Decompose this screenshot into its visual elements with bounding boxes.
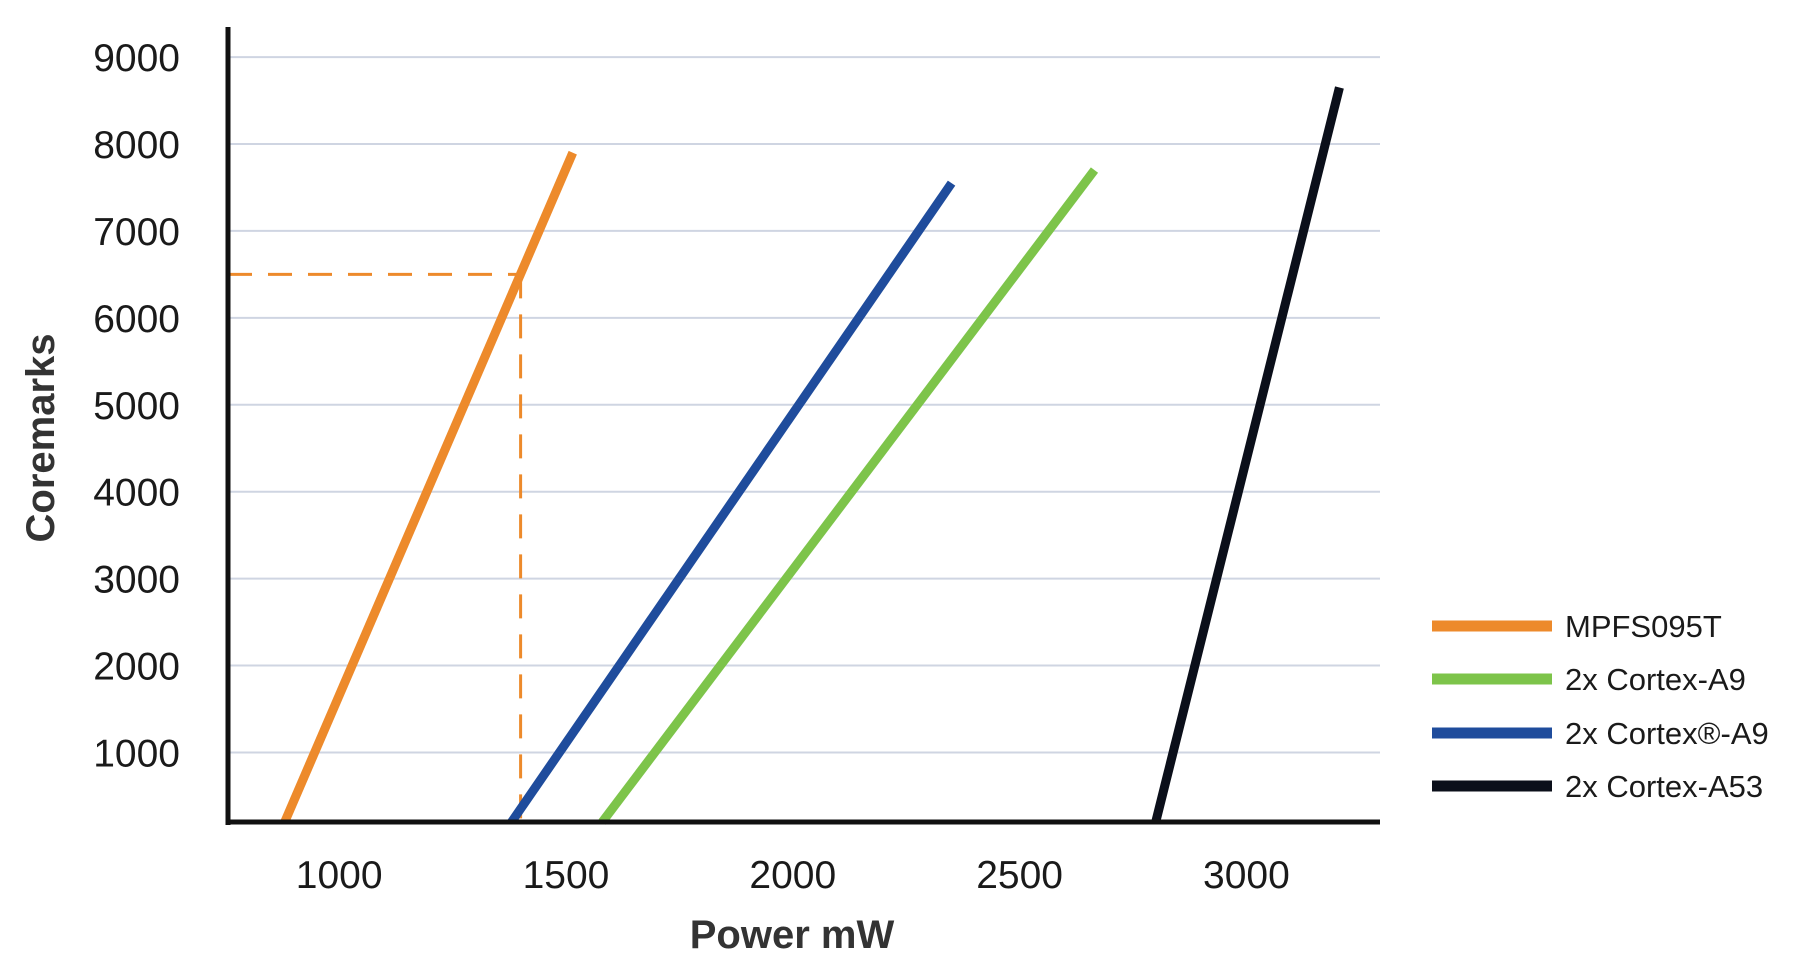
x-tick-label: 1500 xyxy=(523,854,610,897)
legend: MPFS095T 2x Cortex-A9 2x Cortex®-A9 2x Cort… xyxy=(1432,609,1769,804)
series-line xyxy=(507,180,956,825)
x-tick-label: 2500 xyxy=(976,854,1063,897)
y-axis-title: Coremarks xyxy=(19,333,63,542)
x-tick-label: 1000 xyxy=(296,854,383,897)
series-line xyxy=(280,150,577,824)
y-tick-label: 5000 xyxy=(93,385,180,428)
axes xyxy=(225,27,1380,825)
y-tick-label: 4000 xyxy=(93,472,180,515)
y-tick-label: 1000 xyxy=(93,732,180,775)
x-tick-label: 2000 xyxy=(749,854,836,897)
legend-label: 2x Cortex®-A9 xyxy=(1565,716,1769,751)
series-line xyxy=(1151,86,1344,824)
y-tick-label: 7000 xyxy=(93,211,180,254)
legend-label: 2x Cortex-A9 xyxy=(1565,662,1746,697)
y-tick-label: 9000 xyxy=(93,37,180,80)
series-line xyxy=(598,167,1099,825)
y-tick-label: 3000 xyxy=(93,559,180,602)
y-tick-label: 6000 xyxy=(93,298,180,341)
y-tick-label: 2000 xyxy=(93,646,180,689)
tick-labels: 1000 2000 3000 4000 5000 6000 7000 8000 9000 1000… xyxy=(93,37,1290,897)
x-axis-title: Power mW xyxy=(690,913,895,957)
y-tick-label: 8000 xyxy=(93,124,180,167)
series-lines xyxy=(280,86,1344,825)
x-tick-label: 3000 xyxy=(1203,854,1290,897)
legend-label: 2x Cortex-A53 xyxy=(1565,769,1763,804)
legend-label: MPFS095T xyxy=(1565,609,1722,644)
reference-lines xyxy=(228,272,523,822)
